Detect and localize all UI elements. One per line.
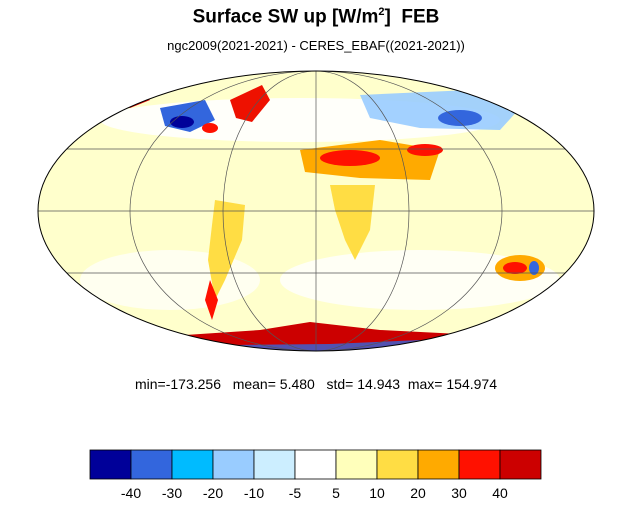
australia-strong-positive [503, 262, 527, 274]
colorbar-tick-label: -40 [121, 485, 141, 501]
colorbar-tick-label: -30 [162, 485, 182, 501]
colorbar-tick-label: -20 [203, 485, 223, 501]
stat-std-label: std= [326, 376, 354, 392]
colorbar-box [171, 449, 214, 480]
iran-positive [407, 144, 443, 156]
colorbar-box [212, 449, 255, 480]
colorbar-box [335, 449, 378, 480]
africa-positive [330, 185, 375, 260]
colorbar-box [499, 449, 542, 480]
colorbar-tick-label: 5 [332, 485, 340, 501]
patagonia-positive [205, 280, 218, 320]
meridian-inner [222, 71, 410, 351]
stat-max-label: max= [407, 376, 443, 392]
map-border [37, 70, 595, 352]
title-text: Surface SW up [W/m [192, 6, 379, 28]
colorbar-box [458, 449, 501, 480]
colorbar-tick-label: 40 [492, 485, 508, 501]
greenland-anomaly [230, 85, 270, 122]
stat-std-value: 14.943 [357, 376, 401, 392]
stat-mean-value: 5.480 [279, 376, 315, 392]
stat-max-value: 154.974 [446, 376, 497, 392]
world-map [37, 70, 595, 352]
us-east-anomaly [202, 123, 218, 133]
colorbar-box [89, 449, 132, 480]
plot-subtitle: ngc2009(2021-2021) - CERES_EBAF((2021-20… [167, 38, 465, 53]
title-superscript: 2 [378, 6, 385, 18]
title-month: FEB [401, 6, 440, 28]
colorbar-tick-label: -5 [289, 485, 302, 501]
graticule [38, 71, 594, 351]
colorbar-box [253, 449, 296, 480]
stat-mean-label: mean= [232, 376, 276, 392]
statistics-line: min=-173.256 mean= 5.480 std= 14.943 max… [0, 376, 632, 392]
plot-title: Surface SW up [W/m2] FEB [0, 6, 632, 28]
colorbar-labels: -40 -30 -20 -10 -5 5 10 20 30 40 [121, 485, 508, 501]
stat-min-label: min= [135, 376, 166, 392]
colorbar-tick-label: 20 [410, 485, 426, 501]
australia-negative [529, 261, 539, 275]
siberia-negative [438, 110, 482, 126]
sahara-strong-positive [320, 150, 380, 166]
south-white-band [280, 250, 560, 310]
colorbar-boxes [89, 449, 542, 480]
colorbar-tick-label: -10 [244, 485, 264, 501]
colorbar-tick-label: 30 [451, 485, 467, 501]
colorbar-tick-label: 10 [369, 485, 385, 501]
colorbar-box [130, 449, 173, 480]
colorbar-box [376, 449, 419, 480]
colorbar-box [417, 449, 460, 480]
colorbar-box [294, 449, 337, 480]
stat-min-value: -173.256 [165, 376, 222, 392]
meridian-outer [129, 71, 503, 351]
title-close-bracket: ] [384, 6, 391, 28]
